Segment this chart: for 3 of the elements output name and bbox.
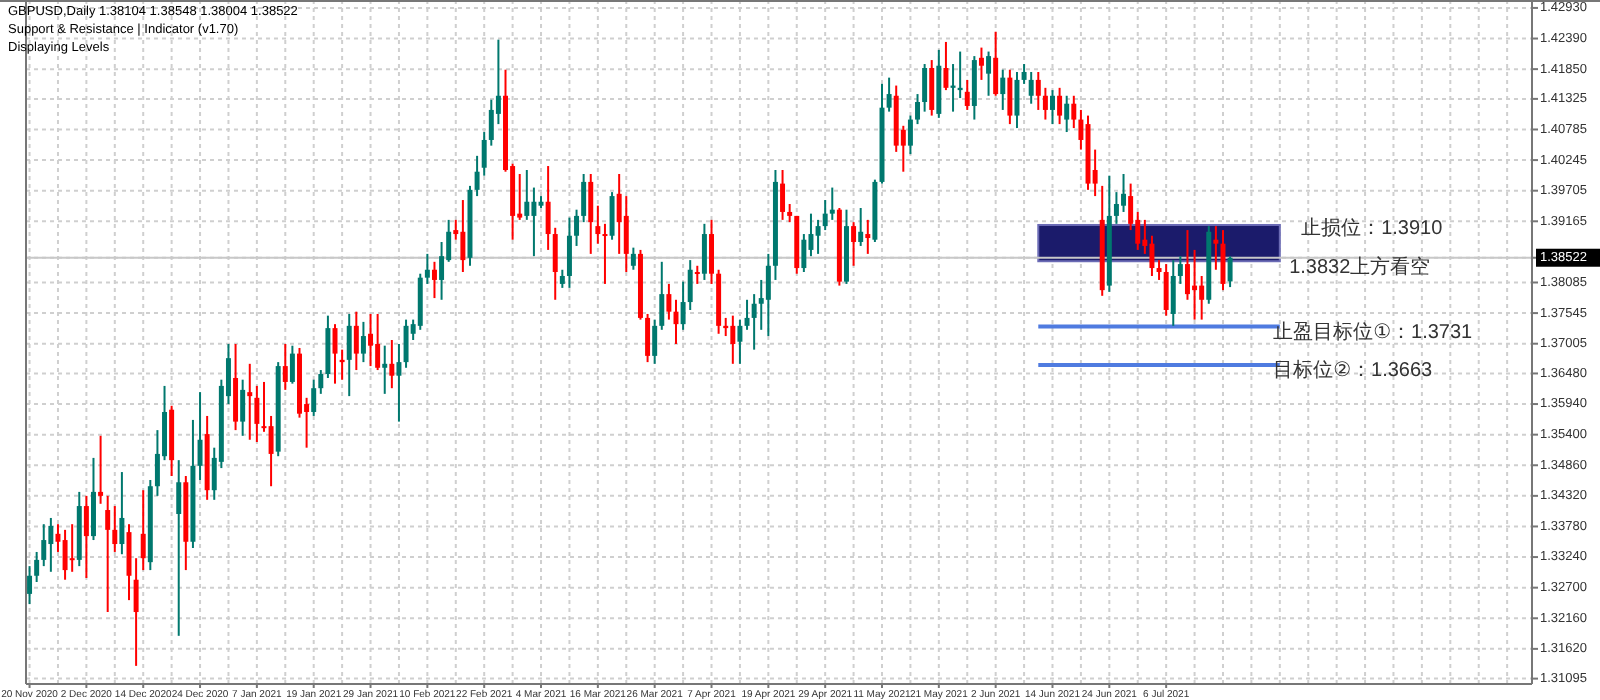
ref-line-label: 止盈目标位①：1.3731 [1273, 319, 1474, 344]
ref-line-label: 目标位②：1.3663 [1273, 358, 1434, 383]
band-label: 止损位：1.3910 [1301, 216, 1444, 241]
